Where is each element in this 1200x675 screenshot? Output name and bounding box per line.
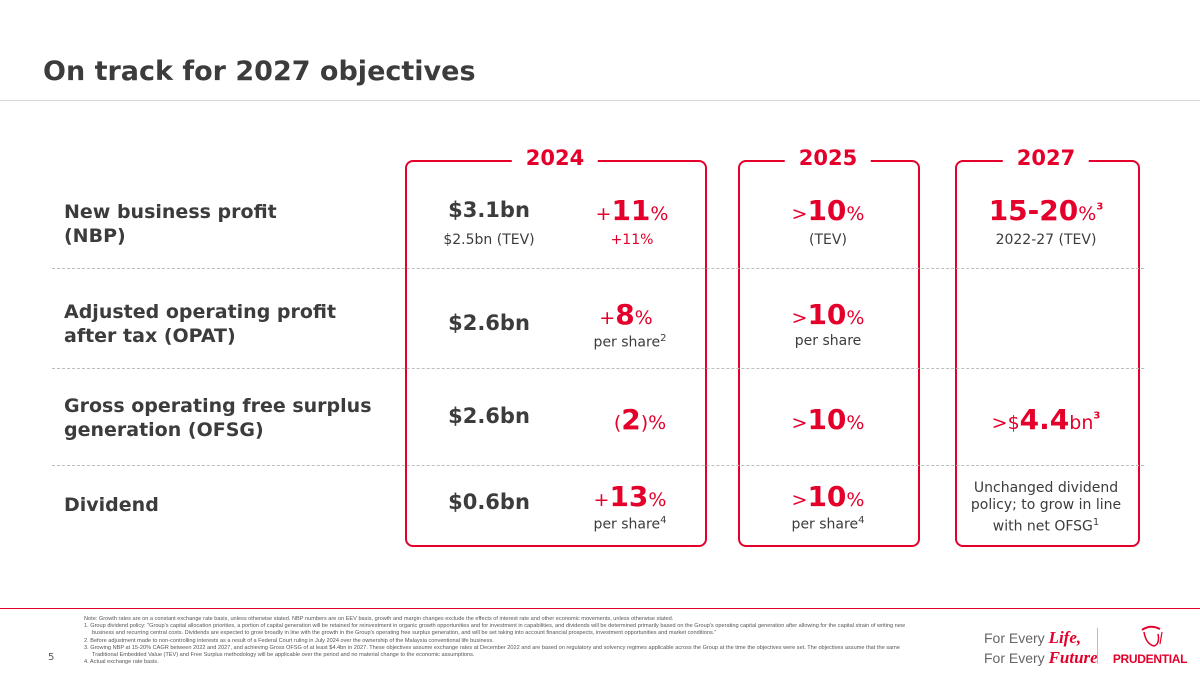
opat-2025-target: >10% — [791, 298, 865, 331]
policy-line: with net OFSG1 — [992, 517, 1100, 535]
ofsg-2024-value: $2.6bn — [448, 404, 530, 428]
row-label-dividend: Dividend — [64, 493, 159, 517]
footnote: Note: Growth rates are on a constant exc… — [84, 616, 674, 622]
footer-divider — [0, 608, 1200, 609]
footnote: 1. Group dividend policy: "Group's capit… — [84, 623, 905, 637]
row-divider — [52, 368, 1144, 369]
prudence-head-icon — [1141, 625, 1163, 647]
ofsg-2024-growth: (2)% — [613, 403, 667, 436]
row-label-nbp: New business profit (NBP) — [64, 200, 277, 248]
label-line: generation (OFSG) — [64, 419, 264, 441]
label-line: (NBP) — [64, 225, 126, 247]
policy-line: policy; to grow in line — [970, 497, 1122, 513]
row-label-opat: Adjusted operating profit after tax (OPA… — [64, 300, 336, 348]
dividend-2024-growth-sub: per share4 — [593, 515, 667, 533]
row-divider — [52, 465, 1144, 466]
label-line: New business profit — [64, 201, 277, 223]
tagline: For Every Life, For Every Future — [984, 628, 1098, 667]
policy-line: Unchanged dividend — [973, 480, 1119, 496]
row-divider — [52, 268, 1144, 269]
ofsg-2027-target: >$4.4bn3 — [991, 403, 1101, 436]
logo-divider — [1097, 628, 1098, 664]
column-header-2027: 2027 — [1002, 146, 1090, 170]
nbp-2024-growth-sub: +11% — [610, 232, 654, 248]
nbp-2027-target: 15-20%3 — [988, 194, 1104, 227]
opat-2024-growth-sub: per share2 — [593, 333, 667, 351]
opat-2025-sub: per share — [794, 333, 862, 349]
dividend-2025-sub: per share4 — [791, 515, 865, 533]
logo-wordmark: PRUDENTIAL — [1112, 652, 1188, 666]
nbp-2027-sub: 2022-27 (TEV) — [995, 232, 1097, 248]
prudential-logo: PRUDENTIAL — [1112, 624, 1188, 666]
dividend-2027-policy: Unchanged dividend policy; to grow in li… — [971, 480, 1121, 536]
nbp-2025-target: >10% — [791, 194, 865, 227]
dividend-2024-growth: +13% — [593, 480, 667, 513]
column-header-2025: 2025 — [784, 146, 872, 170]
dividend-2025-target: >10% — [791, 480, 865, 513]
opat-2024-growth: +8% — [599, 298, 653, 331]
nbp-2024-growth: +11% — [595, 194, 669, 227]
title-divider — [0, 100, 1200, 101]
label-line: Dividend — [64, 494, 159, 516]
footnote: 3. Growing NBP at 15-20% CAGR between 20… — [84, 644, 900, 659]
page-title: On track for 2027 objectives — [43, 56, 476, 87]
label-line: Gross operating free surplus — [64, 395, 372, 417]
nbp-2025-sub: (TEV) — [809, 232, 847, 248]
row-label-ofsg: Gross operating free surplus generation … — [64, 394, 372, 442]
footnote: 4. Actual exchange rate basis. — [84, 659, 159, 666]
dividend-2024-value: $0.6bn — [448, 490, 530, 514]
nbp-2024-tev: $2.5bn (TEV) — [443, 232, 535, 248]
opat-2024-value: $2.6bn — [448, 311, 530, 335]
column-header-2024: 2024 — [511, 146, 599, 170]
footnotes: Note: Growth rates are on a constant exc… — [84, 616, 924, 666]
label-line: Adjusted operating profit — [64, 301, 337, 323]
ofsg-2025-target: >10% — [791, 403, 865, 436]
nbp-2024-value: $3.1bn — [448, 198, 530, 222]
label-line: after tax (OPAT) — [64, 325, 236, 347]
footnote: 2. Before adjustment made to non-control… — [84, 637, 494, 644]
page-number: 5 — [48, 652, 55, 663]
